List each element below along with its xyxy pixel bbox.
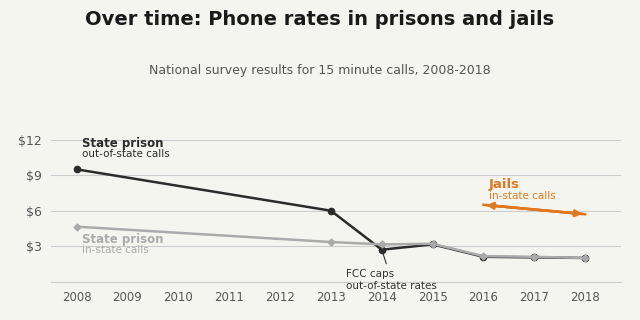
Text: State prison: State prison — [82, 233, 163, 246]
Text: State prison: State prison — [82, 138, 163, 150]
Text: in-state calls: in-state calls — [82, 245, 148, 255]
Text: Jails: Jails — [488, 178, 520, 191]
Text: National survey results for 15 minute calls, 2008-2018: National survey results for 15 minute ca… — [149, 64, 491, 77]
Text: in-state calls: in-state calls — [488, 191, 556, 201]
Text: out-of-state calls: out-of-state calls — [82, 149, 170, 159]
Text: Over time: Phone rates in prisons and jails: Over time: Phone rates in prisons and ja… — [85, 10, 555, 28]
Text: FCC caps
out-of-state rates: FCC caps out-of-state rates — [346, 252, 437, 291]
